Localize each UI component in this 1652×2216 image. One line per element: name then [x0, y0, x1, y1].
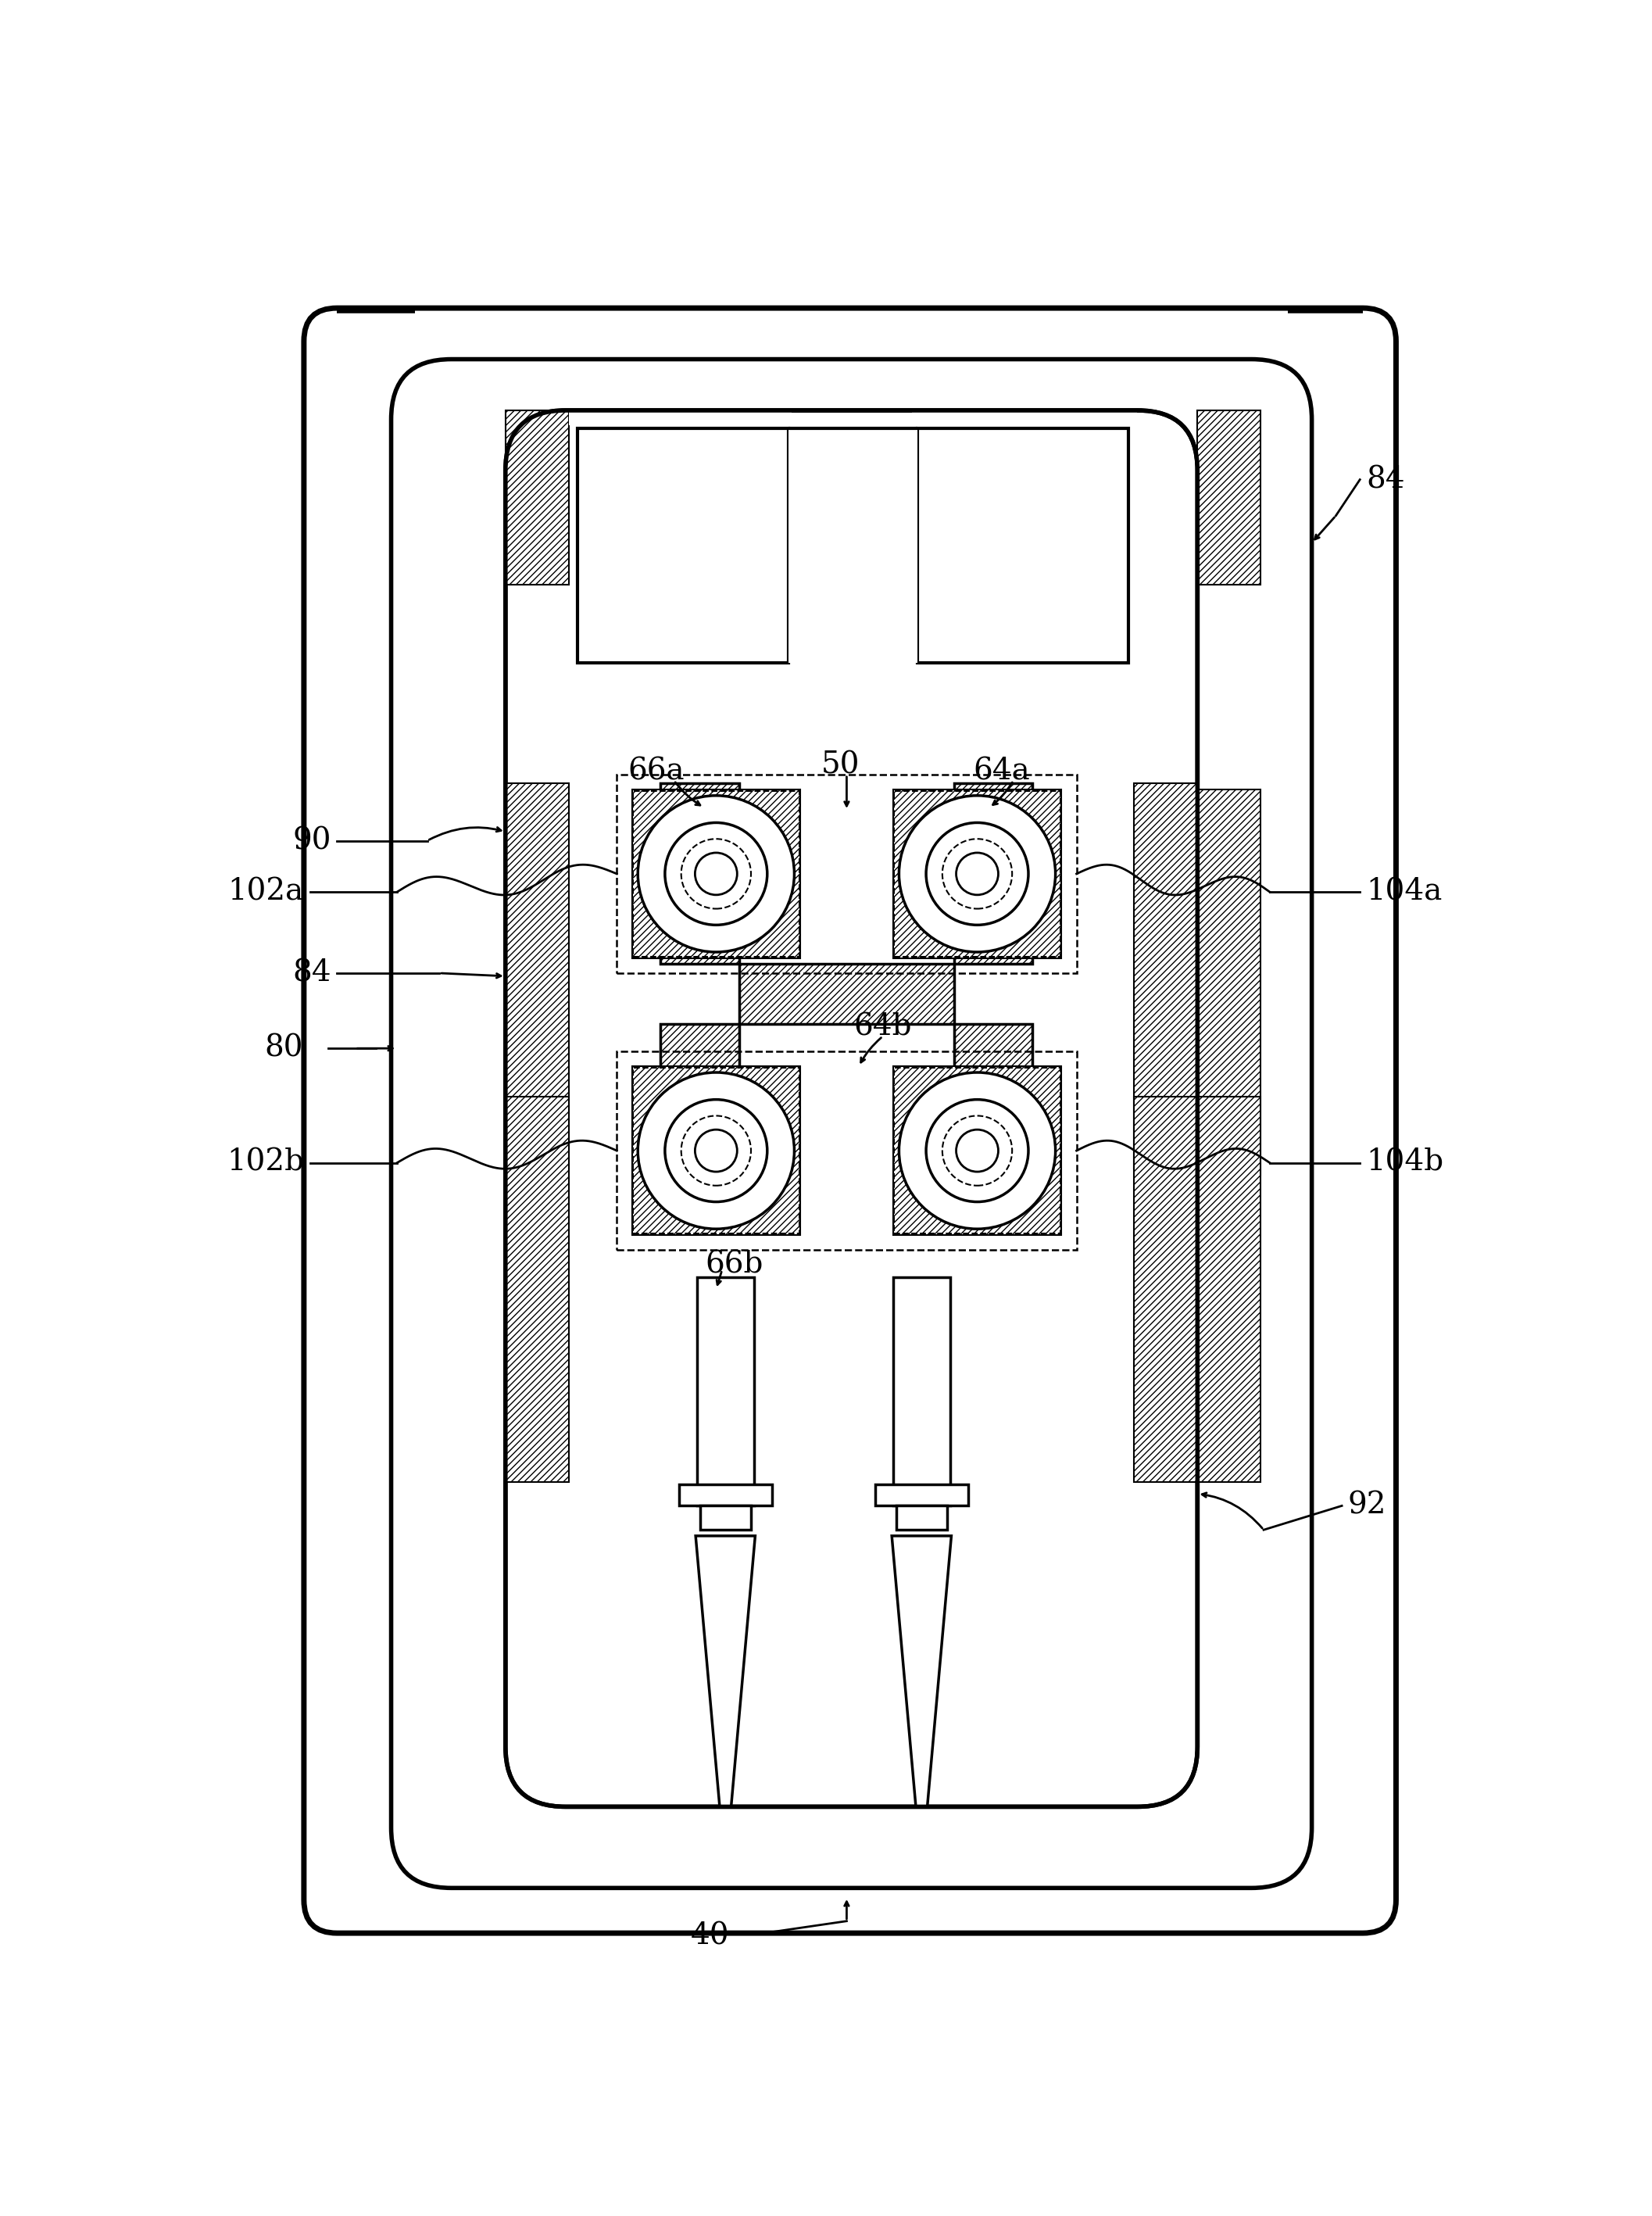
Bar: [895, 1507, 947, 1529]
Bar: [697, 1276, 753, 1507]
Bar: [894, 789, 1062, 957]
Bar: [876, 1485, 968, 1507]
Circle shape: [664, 822, 767, 924]
Bar: [738, 964, 955, 1024]
Bar: [1135, 1097, 1198, 1483]
Circle shape: [638, 1073, 795, 1230]
Bar: [846, 1024, 955, 1210]
Text: 84: 84: [1366, 465, 1404, 494]
Bar: [506, 1097, 568, 1483]
Circle shape: [957, 853, 998, 895]
Text: 90: 90: [292, 827, 330, 855]
Bar: [738, 784, 846, 964]
Circle shape: [638, 796, 795, 953]
Bar: [753, 1276, 894, 1646]
Bar: [894, 1276, 950, 1507]
Text: 84: 84: [292, 960, 330, 988]
Bar: [738, 964, 955, 1024]
Bar: [912, 410, 1137, 425]
Text: 104a: 104a: [1366, 878, 1442, 906]
Bar: [633, 1068, 800, 1234]
Bar: [700, 1507, 752, 1529]
Bar: [894, 1068, 1061, 1234]
Text: 102a: 102a: [228, 878, 304, 906]
Text: 104b: 104b: [1366, 1148, 1444, 1177]
Text: 92: 92: [1348, 1491, 1386, 1520]
Bar: [1135, 784, 1198, 1168]
FancyBboxPatch shape: [506, 410, 1198, 1806]
Bar: [917, 428, 1128, 663]
Circle shape: [927, 822, 1028, 924]
Bar: [846, 784, 955, 964]
Bar: [661, 1024, 738, 1210]
Text: 40: 40: [691, 1921, 730, 1950]
Circle shape: [899, 796, 1056, 953]
Text: 80: 80: [264, 1035, 304, 1064]
Bar: [955, 1024, 1032, 1210]
Bar: [1198, 410, 1260, 585]
Bar: [506, 784, 568, 1168]
Text: 50: 50: [821, 751, 861, 780]
FancyBboxPatch shape: [392, 359, 1312, 1888]
Bar: [661, 1024, 738, 1210]
Polygon shape: [695, 1536, 755, 1806]
Text: 102b: 102b: [226, 1148, 304, 1177]
Circle shape: [899, 1073, 1056, 1230]
Text: 64a: 64a: [973, 758, 1029, 787]
Bar: [631, 789, 800, 957]
Bar: [661, 784, 738, 964]
Circle shape: [927, 1099, 1028, 1201]
Bar: [1198, 1097, 1260, 1483]
Bar: [568, 410, 791, 425]
Circle shape: [664, 1099, 767, 1201]
Text: 66b: 66b: [705, 1250, 763, 1279]
FancyBboxPatch shape: [304, 308, 1396, 1932]
Circle shape: [695, 853, 737, 895]
Bar: [578, 428, 788, 663]
Text: 64b: 64b: [854, 1013, 912, 1042]
Polygon shape: [892, 1536, 952, 1806]
Bar: [631, 1066, 800, 1234]
Bar: [679, 1485, 771, 1507]
Bar: [1198, 789, 1260, 1174]
Bar: [788, 428, 917, 663]
Bar: [894, 791, 1061, 957]
Circle shape: [957, 1130, 998, 1172]
Bar: [661, 784, 738, 964]
Bar: [955, 1024, 1032, 1210]
Circle shape: [942, 1117, 1013, 1186]
Circle shape: [681, 1117, 752, 1186]
Bar: [894, 1066, 1062, 1234]
Bar: [616, 776, 1077, 973]
Bar: [633, 791, 800, 957]
Bar: [506, 410, 568, 585]
Text: 66a: 66a: [628, 758, 684, 787]
Circle shape: [942, 840, 1013, 909]
Circle shape: [695, 1130, 737, 1172]
Bar: [616, 1050, 1077, 1250]
Bar: [738, 1024, 846, 1210]
Bar: [955, 784, 1032, 964]
Circle shape: [681, 840, 752, 909]
Bar: [955, 784, 1032, 964]
